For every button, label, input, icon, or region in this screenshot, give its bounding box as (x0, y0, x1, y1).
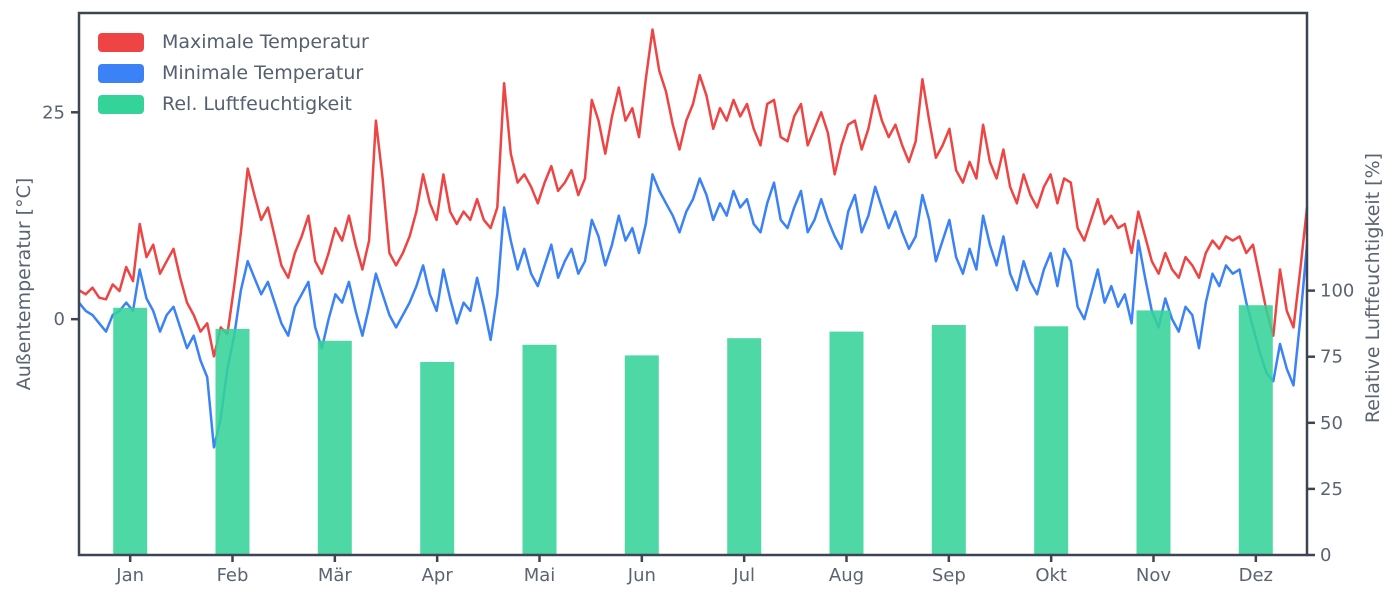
x-tick-label-Nov: Nov (1136, 565, 1171, 586)
right-tick-label-100: 100 (1320, 281, 1354, 302)
legend-item-max-temp: Maximale Temperatur (98, 33, 369, 52)
x-tick-label-Apr: Apr (422, 565, 454, 586)
right-tick-label-50: 50 (1320, 413, 1343, 434)
humidity-bar-Sep (931, 325, 966, 555)
x-tick-label-Dez: Dez (1239, 565, 1273, 586)
x-tick-label-Mär: Mär (318, 565, 353, 586)
legend-label-humidity: Rel. Luftfeuchtigkeit (162, 93, 352, 115)
plot-frame (77, 11, 1309, 557)
humidity-bar-Jan (113, 307, 148, 555)
legend-label-min-temp: Minimale Temperatur (162, 62, 364, 84)
x-tick-label-Feb: Feb (217, 565, 249, 586)
left-tick-label-0: 0 (54, 309, 65, 330)
right-tick-label-25: 25 (1320, 479, 1343, 500)
humidity-bar-Jun (624, 355, 659, 555)
min-temp-line (77, 173, 1309, 449)
humidity-bar-Aug (829, 331, 864, 555)
x-tick-label-Jun: Jun (627, 565, 656, 586)
humidity-bar-Feb (215, 328, 250, 555)
max-temp-swatch (98, 33, 144, 52)
x-tick-label-Jan: Jan (115, 565, 144, 586)
humidity-bar-Mai (522, 344, 557, 555)
left-axis-title: Außentemperatur [°C] (13, 177, 35, 391)
right-axis-title: Relative Luftfeuchtigkeit [%] (1362, 152, 1384, 424)
legend: Maximale Temperatur Minimale Temperatur … (98, 33, 369, 114)
legend-item-min-temp: Minimale Temperatur (98, 64, 369, 83)
humidity-bar-Apr (420, 362, 455, 555)
min-temp-swatch (98, 64, 144, 83)
right-tick-label-0: 0 (1320, 545, 1331, 566)
right-tick-label-75: 75 (1320, 347, 1343, 368)
x-tick-label-Okt: Okt (1035, 565, 1067, 586)
left-tick-label-25: 25 (42, 102, 65, 123)
legend-item-humidity: Rel. Luftfeuchtigkeit (98, 95, 369, 114)
x-tick-label-Mai: Mai (524, 565, 556, 586)
humidity-bar-Dez (1238, 305, 1273, 555)
humidity-bar-Mär (317, 340, 352, 555)
x-tick-label-Jul: Jul (732, 565, 755, 586)
x-tick-label-Aug: Aug (829, 565, 864, 586)
max-temp-line (77, 28, 1309, 358)
humidity-bar-Okt (1034, 326, 1069, 555)
humidity-bar-Jul (727, 338, 762, 555)
x-tick-label-Sep: Sep (932, 565, 966, 586)
humidity-swatch (98, 95, 144, 114)
humidity-bar-Nov (1136, 310, 1171, 555)
legend-label-max-temp: Maximale Temperatur (162, 31, 369, 53)
